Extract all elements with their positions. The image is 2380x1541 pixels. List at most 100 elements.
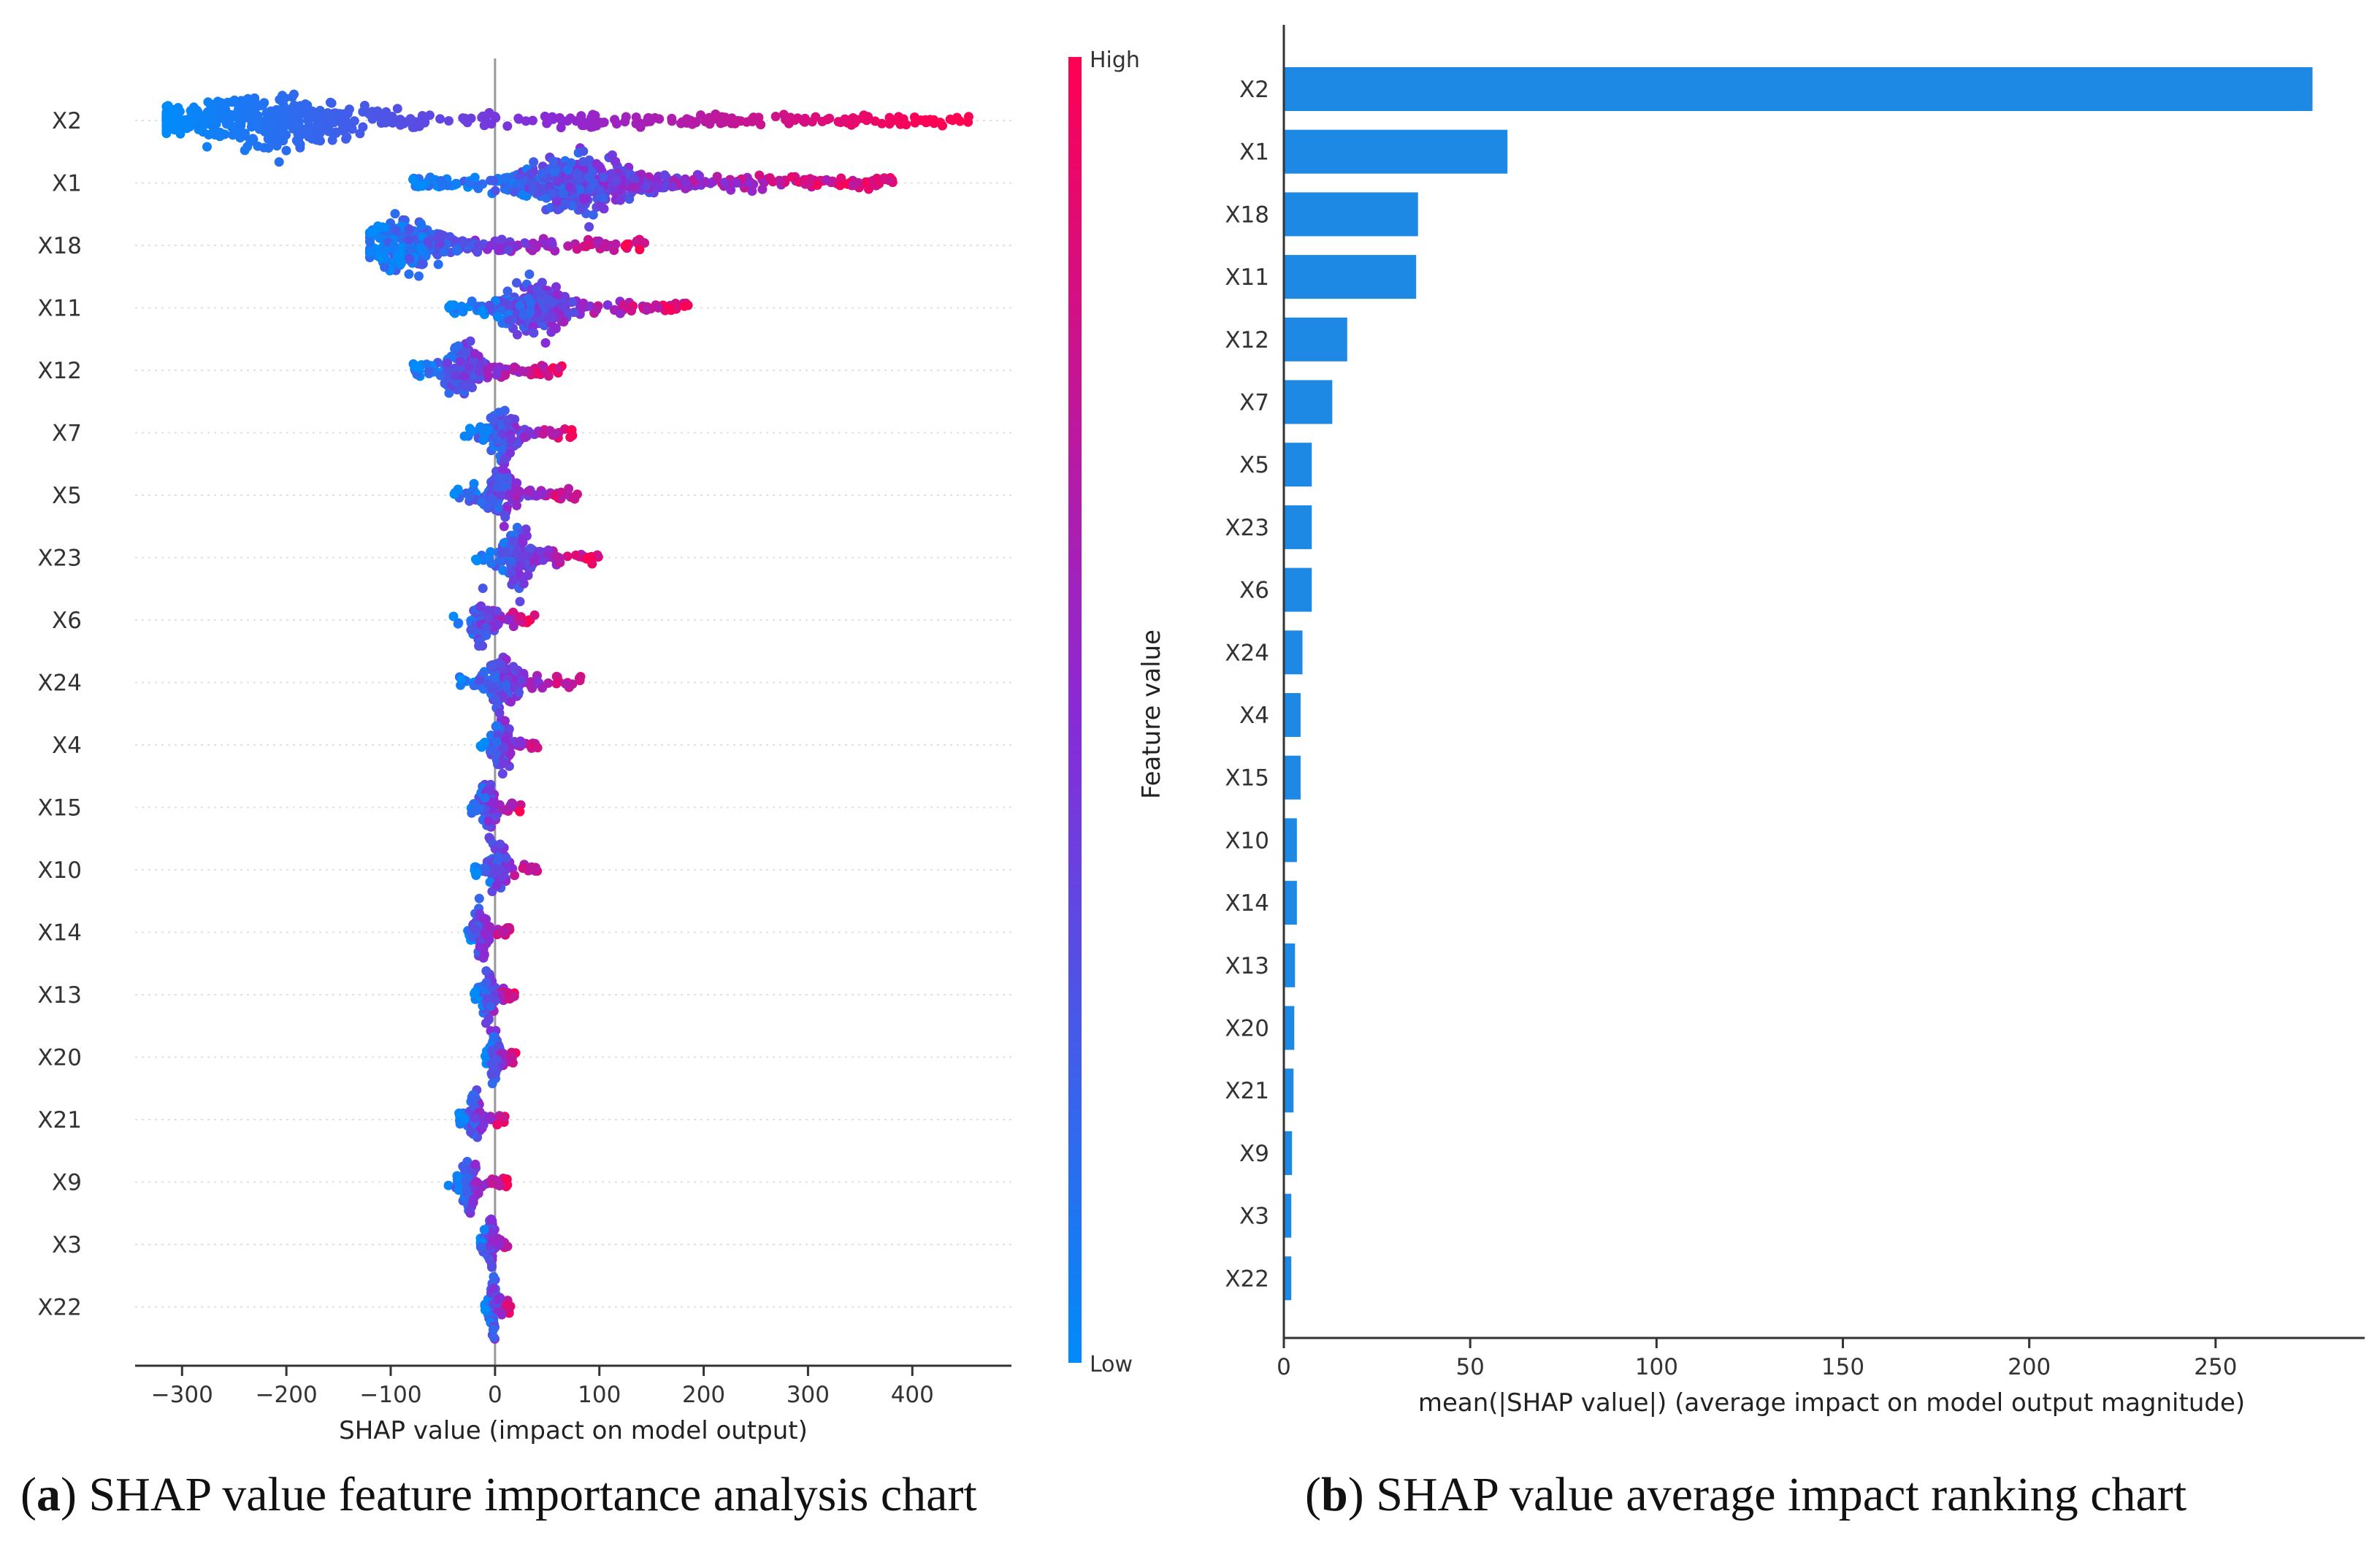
beeswarm-point (543, 114, 554, 124)
beeswarm-point (491, 737, 502, 747)
bar-tick-label: X13 (1225, 953, 1269, 979)
beeswarm-point (433, 259, 443, 269)
beeswarm-point (485, 241, 495, 251)
beeswarm-point (161, 107, 172, 118)
beeswarm-point (497, 1309, 507, 1320)
beeswarm-point (553, 364, 563, 374)
beeswarm-point (478, 584, 488, 593)
beeswarm-tick-label: X2 (52, 108, 82, 134)
bar (1284, 1256, 1292, 1301)
beeswarm-point (879, 173, 889, 183)
beeswarm-point (632, 236, 642, 246)
beeswarm-point (379, 223, 389, 233)
beeswarm-point (519, 551, 528, 560)
beeswarm-point (775, 175, 785, 186)
beeswarm-point (443, 358, 453, 368)
beeswarm-point (848, 180, 858, 190)
beeswarm-point (459, 348, 470, 358)
beeswarm-point (565, 182, 575, 192)
beeswarm-point (443, 1180, 454, 1190)
beeswarm-point (537, 489, 548, 499)
beeswarm-tick-label: X14 (37, 920, 82, 947)
bar-tick-label: 100 (1635, 1354, 1678, 1380)
beeswarm-point (454, 618, 464, 628)
beeswarm-point (726, 185, 736, 195)
beeswarm-point (499, 927, 509, 937)
beeswarm-point (670, 299, 681, 308)
beeswarm-point (498, 444, 508, 454)
beeswarm-point (800, 115, 810, 125)
bar (1284, 1193, 1292, 1238)
beeswarm-point (556, 123, 566, 133)
beeswarm-point (459, 431, 470, 441)
beeswarm-point (482, 502, 492, 511)
beeswarm-point (481, 630, 491, 641)
beeswarm-points (161, 89, 973, 1344)
beeswarm-point (532, 307, 543, 317)
beeswarm-point (439, 247, 449, 257)
beeswarm-point (800, 175, 810, 185)
beeswarm-tick-label: X20 (37, 1045, 82, 1071)
beeswarm-point (581, 554, 592, 564)
beeswarm-point (569, 307, 579, 318)
beeswarm-point (311, 127, 321, 137)
beeswarm-point (347, 123, 357, 134)
beeswarm-point (598, 193, 608, 203)
beeswarm-point (519, 432, 529, 442)
beeswarm-point (659, 170, 670, 180)
beeswarm-point (666, 305, 676, 316)
beeswarm-point (281, 145, 291, 156)
beeswarm-point (556, 487, 566, 497)
beeswarm-point (757, 184, 768, 194)
bar-tick-label: X20 (1225, 1016, 1269, 1042)
beeswarm-point (630, 175, 640, 185)
beeswarm-point (474, 893, 484, 903)
beeswarm-point (792, 113, 803, 123)
beeswarm-point (679, 301, 689, 311)
beeswarm-point (470, 923, 480, 933)
beeswarm-point (198, 117, 208, 127)
beeswarm-point (242, 107, 252, 117)
beeswarm-point (607, 169, 617, 179)
beeswarm-point (451, 178, 461, 188)
beeswarm-point (459, 237, 470, 248)
beeswarm-point (395, 233, 405, 243)
beeswarm-point (503, 988, 513, 998)
beeswarm-point (405, 254, 415, 264)
beeswarm-point (491, 606, 502, 616)
beeswarm-point (929, 115, 939, 125)
beeswarm-point (462, 1185, 471, 1195)
beeswarm-point (404, 269, 414, 279)
beeswarm-point (272, 104, 282, 115)
beeswarm-point (770, 112, 781, 121)
beeswarm-point (466, 1127, 476, 1137)
beeswarm-point (472, 247, 483, 257)
beeswarm-x-ticks: −300 −200 −100 0 100 200 300 400 (151, 1366, 934, 1408)
beeswarm-point (515, 597, 525, 607)
beeswarm-point (488, 660, 497, 670)
beeswarm-point (303, 112, 313, 122)
beeswarm-tick-label: X4 (52, 733, 82, 759)
beeswarm-point (506, 697, 516, 707)
beeswarm-point (499, 1113, 509, 1123)
beeswarm-point (486, 175, 496, 186)
beeswarm-point (410, 362, 421, 372)
beeswarm-point (416, 218, 426, 229)
beeswarm-tick-label: 100 (578, 1382, 621, 1408)
colorbar-title: Feature value (1137, 630, 1166, 799)
beeswarm-point (497, 871, 508, 882)
bar-tick-label: X23 (1225, 515, 1269, 541)
beeswarm-tick-label: X5 (52, 483, 82, 509)
bar (1284, 567, 1312, 612)
caption-b: (b) SHAP value average impact ranking ch… (1305, 1468, 2186, 1521)
beeswarm-point (423, 237, 433, 247)
beeswarm-point (451, 371, 461, 381)
beeswarm-point (375, 233, 385, 243)
beeswarm-point (611, 239, 621, 249)
beeswarm-point (510, 871, 520, 881)
beeswarm-point (492, 1120, 502, 1130)
beeswarm-point (518, 538, 528, 548)
beeswarm-point (408, 175, 418, 185)
beeswarm-point (547, 239, 557, 249)
beeswarm-point (454, 341, 464, 351)
